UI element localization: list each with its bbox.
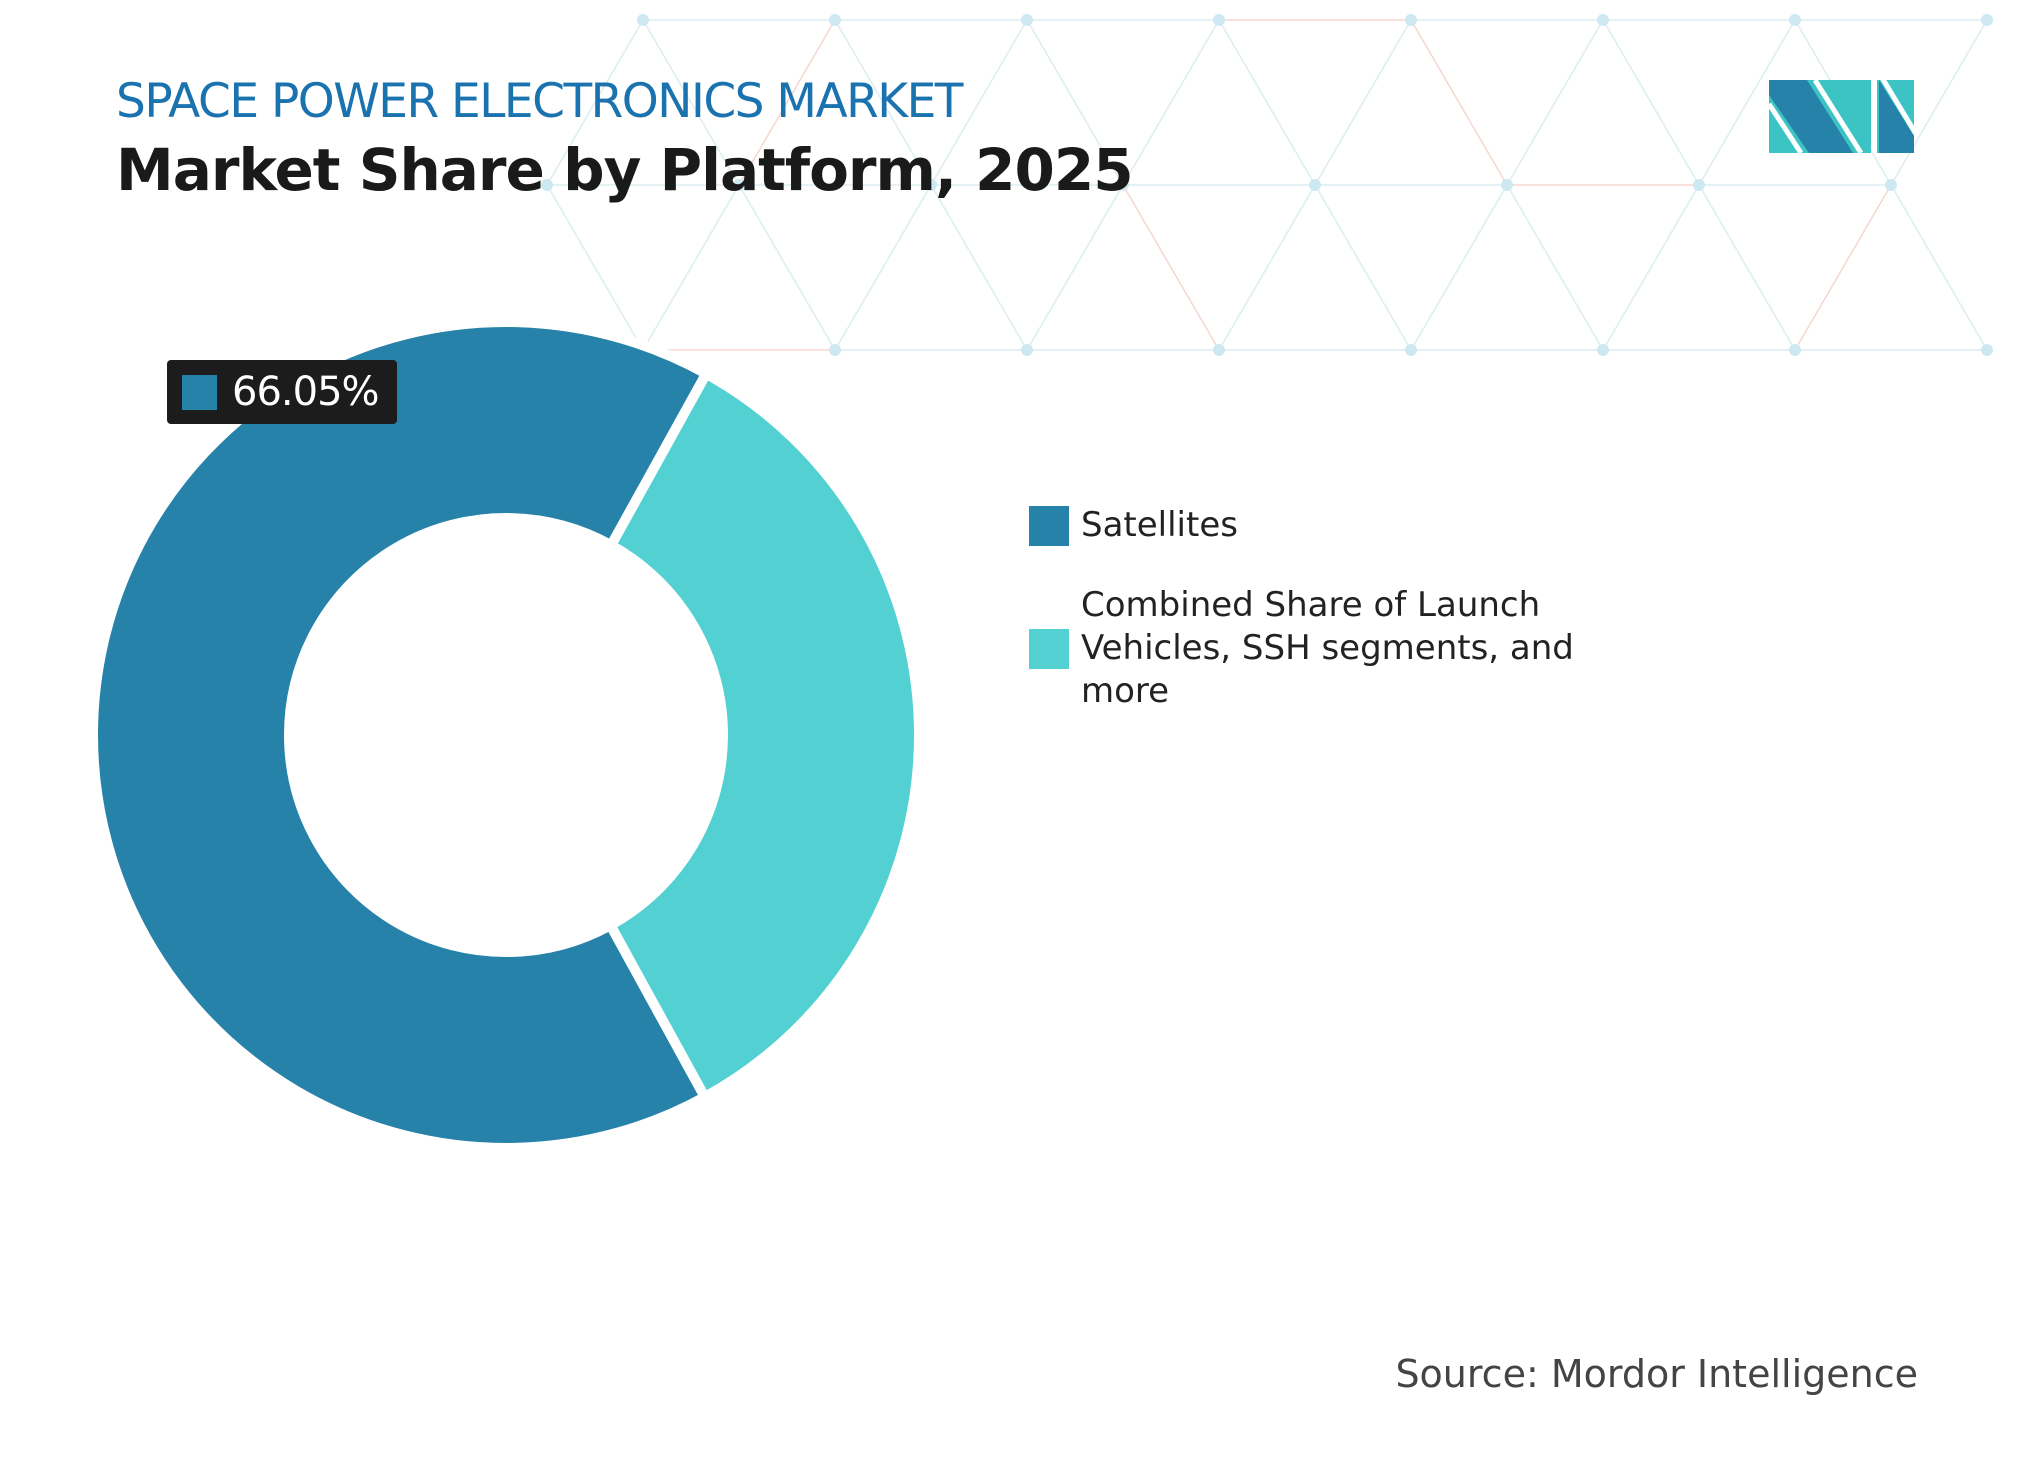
network-node bbox=[733, 179, 745, 191]
network-node bbox=[1021, 14, 1033, 26]
network-node bbox=[1405, 344, 1417, 356]
legend-item-satellites[interactable]: Satellites bbox=[1029, 504, 1621, 547]
network-node bbox=[1021, 344, 1033, 356]
network-node bbox=[637, 14, 649, 26]
data-label-satellites: 66.05% bbox=[167, 360, 397, 424]
legend-label: Combined Share of Launch Vehicles, SSH s… bbox=[1081, 585, 1574, 711]
network-node bbox=[1981, 344, 1993, 356]
legend-item-launch-vehicles[interactable]: Combined Share of Launch Vehicles, SSH s… bbox=[1029, 584, 1621, 713]
network-node bbox=[1981, 14, 1993, 26]
network-node bbox=[1693, 179, 1705, 191]
network-node bbox=[1597, 14, 1609, 26]
network-node bbox=[1789, 14, 1801, 26]
network-node bbox=[1213, 344, 1225, 356]
network-node bbox=[1597, 344, 1609, 356]
network-node bbox=[829, 14, 841, 26]
network-node bbox=[1885, 179, 1897, 191]
network-node bbox=[925, 179, 937, 191]
legend-label: Satellites bbox=[1081, 505, 1238, 545]
legend-swatch bbox=[1029, 505, 1069, 546]
network-node bbox=[829, 344, 841, 356]
network-node bbox=[1117, 179, 1129, 191]
network-node bbox=[1789, 344, 1801, 356]
mordor-intelligence-logo bbox=[1769, 80, 1914, 153]
network-lines bbox=[546, 19, 1988, 351]
donut-slice-satellites[interactable] bbox=[87, 317, 714, 1153]
network-node bbox=[1213, 14, 1225, 26]
legend-swatch bbox=[1029, 628, 1069, 669]
source-note: Source: Mordor Intelligence bbox=[1395, 1352, 1918, 1396]
network-node bbox=[541, 179, 553, 191]
data-label-swatch bbox=[182, 374, 217, 410]
data-label-text: 66.05% bbox=[232, 369, 380, 415]
donut-slice-launch-vehicles[interactable] bbox=[603, 366, 924, 1104]
chart-subtitle: SPACE POWER ELECTRONICS MARKET bbox=[116, 74, 964, 129]
network-node bbox=[1501, 179, 1513, 191]
network-node bbox=[1405, 14, 1417, 26]
chart-title: Market Share by Platform, 2025 bbox=[116, 136, 1134, 204]
network-node bbox=[1309, 179, 1321, 191]
